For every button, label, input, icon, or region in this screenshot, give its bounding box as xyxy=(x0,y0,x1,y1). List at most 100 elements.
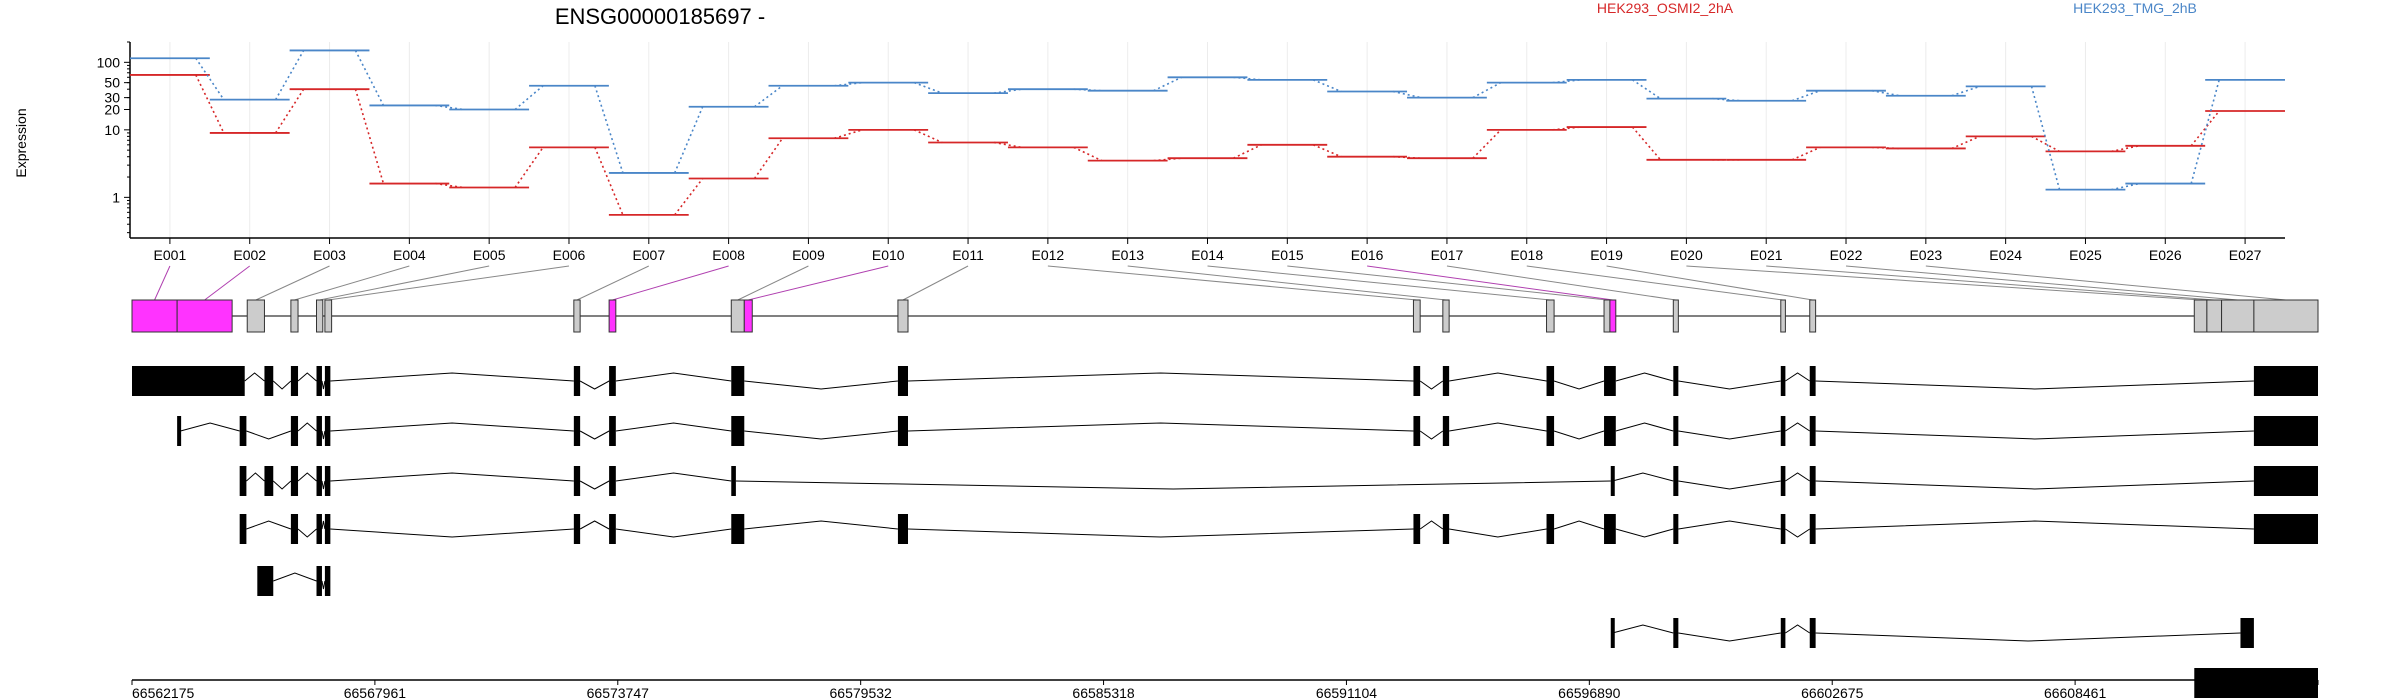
transcript-exon xyxy=(316,514,322,544)
exon-label: E003 xyxy=(313,247,346,263)
transcript-intron xyxy=(1678,380,1781,390)
exon-connector xyxy=(1207,265,1551,301)
exon-connector xyxy=(1287,265,1608,301)
transcript-exon xyxy=(1546,514,1555,544)
transcript-intron xyxy=(330,528,574,538)
transcript-exon xyxy=(2194,668,2318,698)
transcript-exon xyxy=(1546,366,1555,396)
transcript-exon xyxy=(1546,416,1555,446)
chart-title: ENSG00000185697 - xyxy=(555,4,765,29)
transcript-exon xyxy=(290,466,299,496)
transcript-intron xyxy=(1615,372,1674,382)
y-tick-label: 1 xyxy=(112,189,120,205)
exon-label: E006 xyxy=(553,247,586,263)
transcript-exon xyxy=(290,514,299,544)
transcript-intron xyxy=(615,372,732,382)
transcript-exon xyxy=(609,416,616,446)
transcript-exon xyxy=(2253,416,2318,446)
transcript-exon xyxy=(2253,466,2318,496)
transcript-intron xyxy=(244,372,265,382)
transcript-exon xyxy=(316,416,322,446)
transcript-exon xyxy=(264,366,274,396)
transcript-intron xyxy=(1785,624,1811,634)
transcript-exon xyxy=(1780,466,1786,496)
transcript-intron xyxy=(321,520,326,530)
genomic-tick-label: 66567961 xyxy=(344,685,407,700)
exon-connector xyxy=(1845,265,2238,301)
transcript-intron xyxy=(1815,520,2254,530)
gene-model-exon xyxy=(573,299,581,333)
transcript-intron xyxy=(615,528,732,538)
transcript-exon xyxy=(1780,514,1786,544)
transcript-exon xyxy=(2240,618,2254,648)
series-connector xyxy=(1951,85,1980,97)
exon-label: E021 xyxy=(1750,247,1783,263)
transcript-exon xyxy=(573,366,581,396)
gene-model-exon xyxy=(1412,299,1421,333)
transcript-intron xyxy=(1612,472,1674,482)
transcript-intron xyxy=(907,372,1414,382)
gene-model-exon xyxy=(897,299,909,333)
transcript-intron xyxy=(246,520,292,530)
transcript-intron xyxy=(744,520,898,530)
exon-label: E017 xyxy=(1431,247,1464,263)
series-connector xyxy=(674,178,704,216)
series-connector xyxy=(594,147,624,216)
exon-label: E015 xyxy=(1271,247,1304,263)
transcript-intron xyxy=(907,528,1414,538)
transcripts xyxy=(132,366,2318,698)
transcript-intron xyxy=(1678,520,1781,530)
exon-label: E002 xyxy=(233,247,266,263)
transcript-intron xyxy=(1785,372,1811,382)
transcript-intron xyxy=(579,430,610,440)
exon-connector xyxy=(1606,265,1813,301)
gene-model-exon xyxy=(2221,299,2255,333)
transcript-intron xyxy=(579,480,610,490)
exon-connector xyxy=(1367,265,1613,301)
series-connector xyxy=(594,85,624,174)
transcript-exon xyxy=(239,466,247,496)
transcript-intron xyxy=(1449,372,1547,382)
transcript-exon xyxy=(1673,466,1679,496)
transcript-exon xyxy=(324,566,331,596)
gene-model-exon xyxy=(316,299,324,333)
gene-model-exon xyxy=(1809,299,1817,333)
transcript-intron xyxy=(615,472,732,482)
series-connector xyxy=(2190,79,2220,184)
gene-model-exon xyxy=(1546,299,1555,333)
series-connector xyxy=(1472,129,1502,159)
transcript-intron xyxy=(1678,632,1781,642)
transcript-intron xyxy=(744,430,898,440)
genomic-tick-label: 66614247 xyxy=(2256,685,2319,700)
transcript-exon xyxy=(1673,618,1679,648)
exon-label: E007 xyxy=(632,247,665,263)
exon-connector xyxy=(1766,265,2215,301)
gene-model-exon xyxy=(176,299,233,333)
exon-connector xyxy=(319,265,490,301)
series-connector xyxy=(1153,76,1182,92)
series-connector xyxy=(913,129,943,144)
transcript-intron xyxy=(321,580,326,590)
transcript-exon xyxy=(1809,466,1816,496)
transcript-exon xyxy=(316,566,322,596)
transcript-exon xyxy=(324,416,331,446)
series-connector xyxy=(195,57,225,101)
exon-label: E024 xyxy=(1989,247,2022,263)
transcript-intron xyxy=(1553,430,1605,440)
genomic-tick-label: 66608461 xyxy=(2044,685,2107,700)
transcript-exon xyxy=(324,466,331,496)
series-connector xyxy=(754,85,783,108)
transcript-exon xyxy=(731,366,745,396)
transcript-intron xyxy=(1785,472,1811,482)
series-connector xyxy=(354,88,385,184)
exon-label: E026 xyxy=(2149,247,2182,263)
series-connector xyxy=(1472,81,1502,99)
exon-connector xyxy=(1446,265,1676,301)
y-axis-label: Expression xyxy=(13,108,29,177)
transcript-intron xyxy=(1678,430,1781,440)
transcript-intron xyxy=(1612,624,1674,634)
series-connector xyxy=(1392,90,1422,99)
exon-connector xyxy=(154,265,171,301)
gene-model xyxy=(131,299,2319,333)
exon-label: E023 xyxy=(1909,247,1942,263)
